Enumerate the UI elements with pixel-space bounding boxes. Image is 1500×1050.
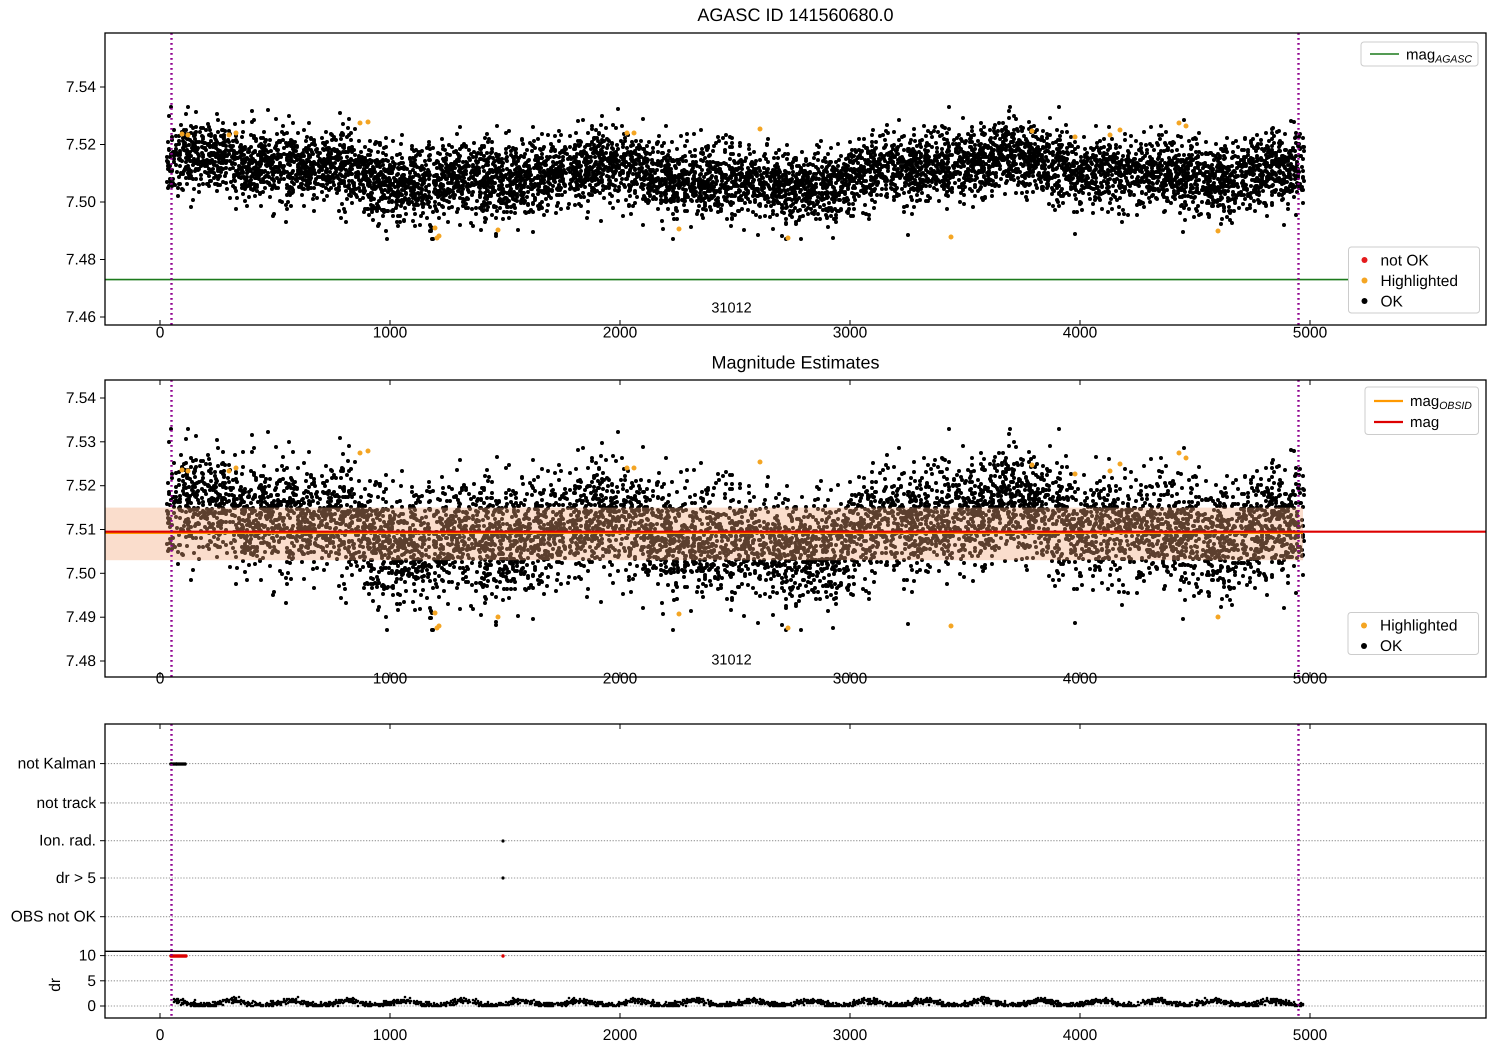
svg-text:10: 10 (79, 948, 97, 965)
svg-text:5: 5 (87, 973, 96, 990)
svg-text:not track: not track (37, 795, 97, 812)
svg-text:OK: OK (1381, 294, 1404, 311)
svg-text:0: 0 (156, 1027, 165, 1044)
svg-text:OBS not OK: OBS not OK (11, 909, 97, 926)
svg-text:Highlighted: Highlighted (1381, 273, 1459, 290)
svg-text:1000: 1000 (373, 325, 408, 342)
svg-text:Highlighted: Highlighted (1380, 618, 1458, 635)
svg-text:4000: 4000 (1063, 325, 1098, 342)
svg-text:AGASC ID 141560680.0: AGASC ID 141560680.0 (697, 5, 893, 25)
svg-text:2000: 2000 (603, 1027, 638, 1044)
svg-text:7.52: 7.52 (66, 478, 96, 495)
svg-text:5000: 5000 (1293, 671, 1328, 688)
svg-text:7.49: 7.49 (66, 609, 96, 626)
svg-text:7.54: 7.54 (66, 79, 97, 96)
svg-text:3000: 3000 (833, 671, 868, 688)
svg-text:7.53: 7.53 (66, 434, 96, 451)
svg-text:OK: OK (1380, 638, 1403, 655)
svg-text:dr > 5: dr > 5 (56, 870, 96, 887)
svg-text:1000: 1000 (373, 1027, 408, 1044)
svg-text:7.52: 7.52 (66, 137, 96, 154)
svg-text:mag: mag (1410, 414, 1439, 431)
svg-text:31012: 31012 (711, 653, 751, 669)
svg-text:Magnitude Estimates: Magnitude Estimates (711, 353, 879, 373)
svg-text:Ion. rad.: Ion. rad. (39, 833, 96, 850)
svg-text:31012: 31012 (711, 301, 751, 317)
svg-text:7.48: 7.48 (66, 252, 96, 269)
svg-text:0: 0 (156, 325, 165, 342)
svg-text:7.46: 7.46 (66, 309, 96, 326)
svg-text:2000: 2000 (603, 325, 638, 342)
svg-text:not Kalman: not Kalman (18, 756, 96, 773)
svg-text:5000: 5000 (1293, 325, 1328, 342)
svg-text:0: 0 (156, 671, 165, 688)
svg-text:7.54: 7.54 (66, 390, 97, 407)
svg-text:7.51: 7.51 (66, 522, 96, 539)
svg-text:2000: 2000 (603, 671, 638, 688)
svg-text:not OK: not OK (1381, 253, 1430, 270)
svg-text:0: 0 (87, 998, 96, 1015)
svg-text:7.50: 7.50 (66, 194, 97, 211)
svg-text:4000: 4000 (1063, 671, 1098, 688)
svg-text:5000: 5000 (1293, 1027, 1328, 1044)
svg-text:3000: 3000 (833, 325, 868, 342)
svg-text:3000: 3000 (833, 1027, 868, 1044)
svg-text:7.50: 7.50 (66, 565, 97, 582)
svg-text:dr: dr (47, 978, 64, 992)
svg-text:4000: 4000 (1063, 1027, 1098, 1044)
svg-text:7.48: 7.48 (66, 653, 96, 670)
svg-text:1000: 1000 (373, 671, 408, 688)
